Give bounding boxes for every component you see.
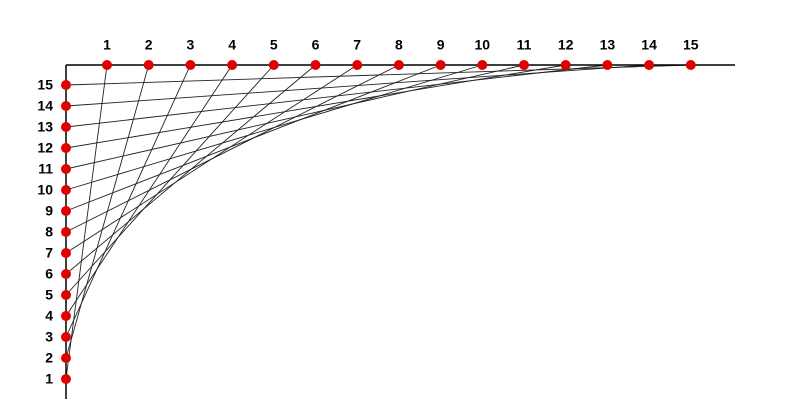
left-label: 7 — [45, 245, 53, 261]
left-label: 9 — [45, 203, 53, 219]
top-point — [352, 60, 363, 70]
left-point — [61, 101, 71, 111]
left-point — [61, 80, 71, 90]
top-point — [310, 60, 321, 70]
top-label: 7 — [353, 37, 361, 53]
string-line — [65, 64, 483, 191]
left-point — [61, 143, 71, 153]
top-point — [602, 60, 613, 70]
left-point — [61, 332, 71, 342]
string-line — [65, 64, 400, 233]
top-point — [268, 60, 279, 70]
top-point — [185, 60, 196, 70]
top-point — [560, 60, 571, 70]
left-label: 14 — [37, 98, 53, 114]
top-label: 5 — [270, 37, 278, 53]
top-point — [685, 60, 696, 70]
top-label: 6 — [312, 37, 320, 53]
left-point — [61, 269, 71, 279]
left-point — [61, 248, 71, 258]
top-point — [393, 60, 404, 70]
left-label: 1 — [45, 371, 53, 387]
left-label: 12 — [37, 140, 53, 156]
left-point — [61, 374, 71, 384]
top-label: 12 — [558, 37, 574, 53]
top-label: 2 — [145, 37, 153, 53]
string-line — [65, 64, 525, 170]
top-label: 3 — [187, 37, 195, 53]
string-lines — [65, 64, 691, 380]
left-point — [61, 311, 71, 321]
string-line — [65, 64, 608, 128]
left-point — [61, 290, 71, 300]
left-label: 6 — [45, 266, 53, 282]
string-line — [65, 64, 566, 149]
left-label: 11 — [38, 161, 53, 177]
top-label: 14 — [641, 37, 657, 53]
left-point — [61, 206, 71, 216]
points — [61, 60, 696, 384]
left-point — [61, 227, 71, 237]
top-point — [102, 60, 112, 70]
labels: 1 2 3 4 5 6 7 8 9 10 11 12 13 14 151234567891011121314… — [37, 37, 698, 387]
left-label: 4 — [45, 308, 53, 324]
left-label: 10 — [37, 182, 53, 198]
top-label: 8 — [395, 37, 403, 53]
top-point — [435, 60, 446, 70]
string-line — [65, 64, 691, 86]
top-point — [227, 60, 238, 70]
top-label: 4 — [228, 37, 236, 53]
top-label: 15 — [683, 37, 699, 53]
top-label: 11 — [517, 37, 532, 53]
top-label: 9 — [437, 37, 445, 53]
left-point — [61, 353, 71, 363]
top-point — [143, 60, 154, 70]
top-label: 1 — [103, 37, 111, 53]
left-point — [61, 164, 71, 174]
left-point — [61, 185, 71, 195]
left-label: 3 — [45, 329, 53, 345]
top-point — [477, 60, 488, 70]
string-line — [65, 64, 650, 107]
left-point — [61, 122, 71, 132]
left-label: 13 — [37, 119, 53, 135]
left-label: 8 — [45, 224, 53, 240]
left-label: 5 — [45, 287, 53, 303]
top-label: 13 — [600, 37, 616, 53]
top-label: 10 — [475, 37, 491, 53]
left-label: 15 — [37, 77, 53, 93]
left-label: 2 — [45, 350, 53, 366]
string-line — [65, 64, 441, 212]
top-point — [644, 60, 655, 70]
top-point — [519, 60, 529, 70]
